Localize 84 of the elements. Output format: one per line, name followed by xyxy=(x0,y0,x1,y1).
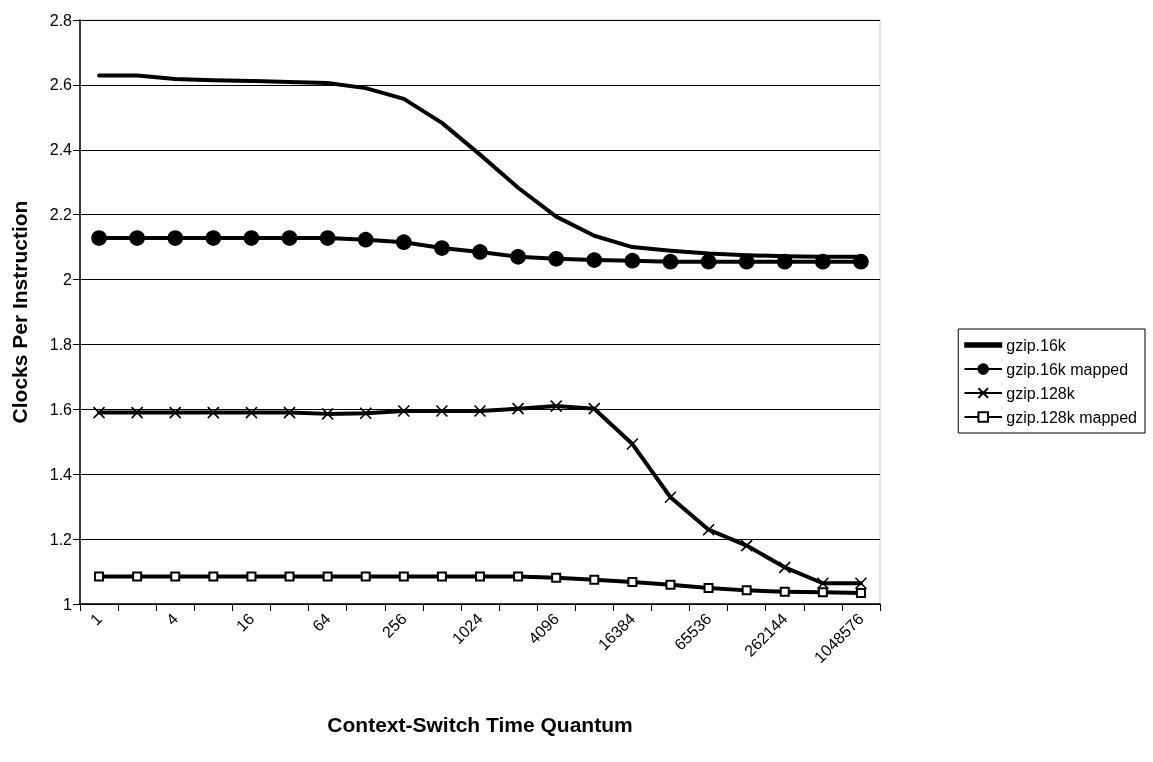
point xyxy=(243,230,260,246)
point xyxy=(322,571,333,582)
point xyxy=(626,437,639,451)
point xyxy=(207,406,220,419)
point xyxy=(129,230,145,246)
point xyxy=(436,571,447,582)
point xyxy=(779,586,790,597)
y-tick-label: 1.4 xyxy=(49,465,73,483)
point xyxy=(513,571,524,582)
legend-label: gzip.16k mapped xyxy=(1006,360,1129,378)
point xyxy=(510,249,526,265)
point xyxy=(132,571,143,582)
point xyxy=(700,253,717,270)
point xyxy=(778,561,792,574)
point xyxy=(587,402,601,415)
point xyxy=(853,253,869,270)
point xyxy=(740,539,753,552)
x-tick-label: 1 xyxy=(86,609,106,629)
point xyxy=(398,571,409,582)
x-tick-label: 64 xyxy=(309,609,334,635)
point xyxy=(396,234,412,251)
point xyxy=(357,231,374,248)
x-tick-label: 16 xyxy=(232,609,258,635)
point xyxy=(741,585,752,596)
y-tick-label: 2.6 xyxy=(49,76,73,94)
y-tick-label: 1.2 xyxy=(49,530,73,548)
point xyxy=(816,576,830,590)
point xyxy=(548,250,564,267)
point xyxy=(205,230,222,246)
point xyxy=(855,587,866,598)
point xyxy=(245,406,258,419)
point xyxy=(738,253,755,270)
point xyxy=(130,406,144,419)
point xyxy=(475,571,485,582)
point xyxy=(776,253,793,270)
point xyxy=(473,404,487,418)
x-tick-label: 4 xyxy=(162,609,182,629)
y-tick-label: 1 xyxy=(63,595,73,613)
point xyxy=(817,587,828,598)
y-tick-label: 2.8 xyxy=(49,11,73,29)
point xyxy=(167,230,184,246)
point xyxy=(321,407,334,421)
point xyxy=(94,571,105,582)
legend-label: gzip.128k xyxy=(1006,384,1076,402)
point xyxy=(624,252,641,269)
point xyxy=(434,240,450,256)
x-axis-title: Context-Switch Time Quantum xyxy=(327,713,633,736)
point xyxy=(589,574,600,585)
point xyxy=(854,576,868,590)
y-axis-title: Clocks Per Instruction xyxy=(8,200,31,424)
point xyxy=(246,571,257,582)
y-tick-label: 2.2 xyxy=(49,206,73,224)
point xyxy=(664,490,677,504)
point xyxy=(359,406,373,420)
point xyxy=(549,399,563,413)
point xyxy=(319,230,336,246)
y-tick-label: 2.4 xyxy=(49,141,73,159)
point xyxy=(702,523,715,536)
point xyxy=(397,404,411,418)
point xyxy=(170,571,181,582)
point xyxy=(435,404,449,418)
point xyxy=(283,406,296,419)
point xyxy=(91,230,107,246)
point xyxy=(472,244,488,260)
point xyxy=(511,402,525,415)
legend-label: gzip.128k mapped xyxy=(1006,408,1138,426)
x-tick-label: 256 xyxy=(378,609,410,641)
point xyxy=(360,571,371,582)
point xyxy=(665,579,676,590)
point xyxy=(586,252,603,268)
point xyxy=(208,571,219,582)
point xyxy=(815,253,831,270)
point xyxy=(281,230,298,246)
point xyxy=(703,583,714,594)
point xyxy=(662,253,679,270)
point xyxy=(92,406,106,419)
point xyxy=(168,406,182,419)
y-tick-label: 1.8 xyxy=(49,335,73,353)
y-tick-label: 2 xyxy=(63,271,73,289)
point xyxy=(627,576,638,587)
legend-label: gzip.16k xyxy=(1006,336,1067,354)
point xyxy=(284,571,295,582)
y-tick-label: 1.6 xyxy=(49,400,73,418)
point xyxy=(551,572,562,583)
